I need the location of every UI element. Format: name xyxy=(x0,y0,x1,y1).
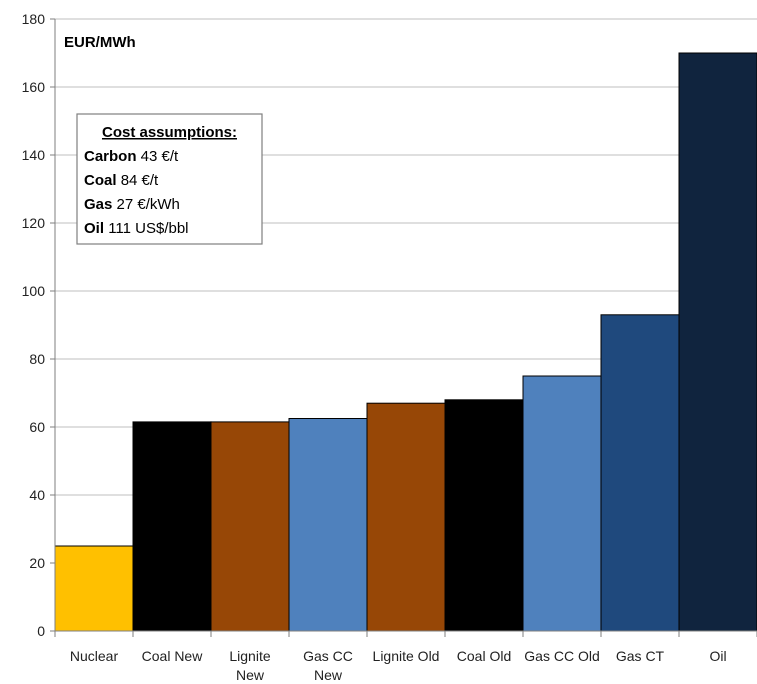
assumption-line: Carbon 43 €/t xyxy=(84,148,179,165)
category-label-line: New xyxy=(236,667,265,683)
y-tick-label: 40 xyxy=(29,487,45,503)
category-label: Gas CC Old xyxy=(524,648,599,664)
assumption-label: Oil xyxy=(84,220,104,237)
assumption-value: 27 €/kWh xyxy=(117,196,180,213)
category-label-line: Coal Old xyxy=(457,648,511,664)
y-tick-label: 20 xyxy=(29,555,45,571)
category-label: Gas CT xyxy=(616,648,665,664)
y-tick-label: 60 xyxy=(29,419,45,435)
category-label-line: Gas CC Old xyxy=(524,648,599,664)
category-label: Gas CC New xyxy=(303,648,353,683)
axes xyxy=(54,19,757,637)
category-label-line: Coal New xyxy=(142,648,204,664)
bar xyxy=(366,402,446,632)
cost-assumptions-box: Cost assumptions: Carbon 43 €/t Coal 84 €/… xyxy=(76,113,263,245)
y-tick-label: 160 xyxy=(22,79,46,95)
assumption-label: Carbon xyxy=(84,148,137,165)
category-label-line: Nuclear xyxy=(70,648,119,664)
bar xyxy=(54,545,134,632)
category-label-line: Gas CT xyxy=(616,648,665,664)
category-label-line: Oil xyxy=(709,648,726,664)
category-label: Nuclear xyxy=(70,648,119,664)
y-axis-ticks: 0 20 40 60 80 100 120 140 160 180 xyxy=(22,11,55,639)
box-title: Cost assumptions: xyxy=(102,124,237,141)
y-tick-label: 100 xyxy=(22,283,46,299)
box-frame xyxy=(76,113,263,245)
category-label-line: New xyxy=(314,667,343,683)
unit-label: EUR/MWh xyxy=(64,34,136,51)
category-label-line: Gas CC xyxy=(303,648,353,664)
assumption-label: Coal xyxy=(84,172,117,189)
assumption-line: Coal 84 €/t xyxy=(84,172,159,189)
assumption-value: 111 US$/bbl xyxy=(108,220,188,237)
category-label-line: Lignite xyxy=(229,648,270,664)
category-label: Coal Old xyxy=(457,648,511,664)
y-tick-label: 180 xyxy=(22,11,46,27)
assumption-value: 43 €/t xyxy=(141,148,179,165)
category-label-line: Lignite Old xyxy=(373,648,440,664)
y-tick-label: 0 xyxy=(37,623,45,639)
bar xyxy=(288,418,368,632)
y-tick-label: 80 xyxy=(29,351,45,367)
bar xyxy=(444,399,524,632)
category-label: Lignite Old xyxy=(373,648,440,664)
bar xyxy=(522,375,602,632)
bar xyxy=(132,421,212,632)
bar xyxy=(678,52,757,632)
category-label: Coal New xyxy=(142,648,204,664)
category-label: Lignite New xyxy=(229,648,270,683)
y-tick-label: 140 xyxy=(22,147,46,163)
assumption-label: Gas xyxy=(84,196,112,213)
assumption-line: Gas 27 €/kWh xyxy=(84,196,180,213)
bar xyxy=(600,314,680,632)
bar xyxy=(210,421,290,632)
bars xyxy=(54,52,757,632)
category-label: Oil xyxy=(709,648,726,664)
assumption-line: Oil 111 US$/bbl xyxy=(84,220,189,237)
assumption-value: 84 €/t xyxy=(121,172,159,189)
y-tick-label: 120 xyxy=(22,215,46,231)
